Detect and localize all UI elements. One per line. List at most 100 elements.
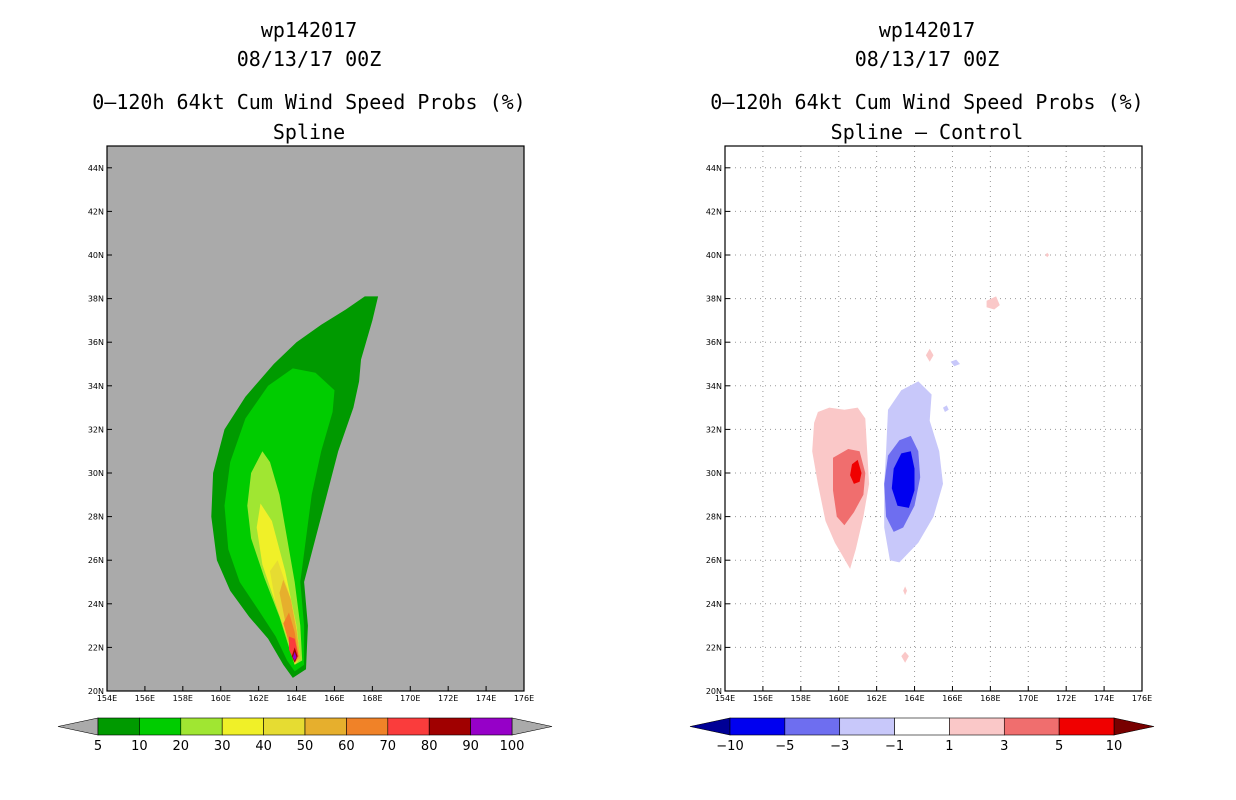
left-colorbar-swatch	[221, 717, 264, 736]
left-y-tick-label: 22N	[88, 643, 104, 652]
left-contour-90	[292, 651, 297, 661]
right-colorbar-label: 1	[945, 739, 953, 754]
left-x-tick-label: 164E	[286, 694, 306, 703]
left-y-tick-label: 26N	[88, 556, 104, 565]
right-datetime: 08/13/17 00Z	[854, 47, 1000, 71]
left-x-tick-label: 154E	[97, 694, 117, 703]
left-y-tick-label: 28N	[88, 513, 104, 522]
left-chart-title: 0–120h 64kt Cum Wind Speed Probs (%)	[92, 90, 526, 114]
right-contour-5	[850, 459, 862, 484]
left-colorbar-label: 90	[462, 739, 479, 754]
right-y-tick-label: 28N	[706, 513, 722, 522]
left-colorbar-label: 5	[94, 739, 102, 754]
left-y-tick-label: 34N	[88, 382, 104, 391]
left-colorbar-swatch	[263, 717, 306, 736]
right-contour-neg1	[943, 405, 949, 412]
right-contour-1	[925, 348, 934, 362]
right-colorbar-swatch	[839, 717, 895, 736]
right-chart-title: 0–120h 64kt Cum Wind Speed Probs (%)	[710, 90, 1144, 114]
right-contour-1	[1045, 252, 1050, 258]
left-colorbar-label: 20	[173, 739, 190, 754]
right-x-tick-label: 164E	[904, 694, 924, 703]
left-storm-id: wp142017	[260, 18, 358, 42]
left-colorbar-swatch	[139, 717, 182, 736]
right-y-tick-label: 24N	[706, 600, 722, 609]
left-y-tick-label: 20N	[88, 687, 104, 696]
left-contours	[211, 296, 379, 678]
right-x-tick-label: 170E	[1018, 694, 1038, 703]
right-y-tick-label: 20N	[706, 687, 722, 696]
right-storm-id: wp142017	[878, 18, 976, 42]
left-colorbar-label: 50	[297, 739, 314, 754]
left-y-tick-label: 44N	[88, 164, 104, 173]
right-colorbar-swatch	[729, 717, 786, 736]
left-colorbar-label: 100	[500, 739, 525, 754]
left-x-tick-label: 176E	[514, 694, 534, 703]
right-y-tick-label: 44N	[706, 164, 722, 173]
right-grid	[725, 146, 1142, 691]
right-colorbar-label: −5	[775, 739, 794, 754]
right-contour-1	[901, 651, 909, 663]
right-colorbar-label: 3	[1000, 739, 1008, 754]
left-x-tick-label: 162E	[248, 694, 268, 703]
right-y-tick-label: 34N	[706, 382, 722, 391]
left-x-tick-label: 166E	[324, 694, 344, 703]
left-colorbar-swatch	[180, 717, 223, 736]
right-colorbar-swatch	[894, 717, 950, 736]
right-x-tick-label: 156E	[753, 694, 773, 703]
right-y-tick-label: 30N	[706, 469, 722, 478]
right-chart-subtitle: Spline – Control	[830, 120, 1024, 144]
left-y-tick-label: 30N	[88, 469, 104, 478]
right-y-tick-label: 42N	[706, 207, 722, 216]
left-colorbar-min-arrow	[57, 717, 99, 736]
right-colorbar-swatch	[784, 717, 841, 736]
left-colorbar-label: 10	[131, 739, 148, 754]
left-colorbar-label: 60	[338, 739, 355, 754]
right-x-tick-label: 166E	[942, 694, 962, 703]
left-colorbar-swatch	[346, 717, 389, 736]
left-datetime: 08/13/17 00Z	[236, 47, 382, 71]
right-x-tick-label: 154E	[715, 694, 735, 703]
left-plot-frame	[106, 145, 525, 692]
right-plot-background	[725, 146, 1142, 691]
right-colorbar-label: −10	[716, 739, 743, 754]
right-colorbar-label: 5	[1055, 739, 1063, 754]
left-x-tick-label: 156E	[135, 694, 155, 703]
left-x-tick-label: 172E	[438, 694, 458, 703]
right-colorbar-swatch	[949, 717, 1005, 736]
left-y-tick-label: 32N	[88, 425, 104, 434]
left-x-tick-label: 158E	[173, 694, 193, 703]
right-colorbar-label: −3	[830, 739, 849, 754]
right-y-tick-label: 40N	[706, 251, 722, 260]
left-colorbar-label: 40	[255, 739, 272, 754]
left-y-tick-label: 40N	[88, 251, 104, 260]
right-x-tick-label: 176E	[1132, 694, 1152, 703]
left-x-tick-label: 160E	[211, 694, 231, 703]
right-contour-neg5	[891, 451, 915, 508]
right-colorbar-swatch	[1058, 717, 1115, 736]
right-plot-frame	[724, 145, 1143, 692]
right-x-tick-label: 172E	[1056, 694, 1076, 703]
right-x-tick-label: 162E	[866, 694, 886, 703]
left-colorbar-swatch	[387, 717, 430, 736]
right-colorbar-max-arrow	[1113, 717, 1155, 736]
right-x-tick-label: 168E	[980, 694, 1000, 703]
left-colorbar-label: 30	[214, 739, 231, 754]
right-y-tick-label: 38N	[706, 295, 722, 304]
left-colorbar-swatch	[470, 717, 513, 736]
left-x-tick-label: 174E	[476, 694, 496, 703]
right-contour-1	[986, 296, 1000, 310]
left-x-tick-label: 170E	[400, 694, 420, 703]
left-colorbar-label: 70	[380, 739, 397, 754]
right-x-tick-label: 158E	[791, 694, 811, 703]
right-colorbar: −10 −5 −3 −1 1 3 5 10	[689, 717, 1155, 754]
left-colorbar-label: 80	[421, 739, 438, 754]
right-y-tick-label: 32N	[706, 425, 722, 434]
right-x-tick-label: 174E	[1094, 694, 1114, 703]
right-y-tick-label: 36N	[706, 338, 722, 347]
left-colorbar-swatch	[428, 717, 471, 736]
left-colorbar-max-arrow	[511, 717, 553, 736]
right-y-tick-label: 22N	[706, 643, 722, 652]
right-colorbar-label: −1	[885, 739, 904, 754]
